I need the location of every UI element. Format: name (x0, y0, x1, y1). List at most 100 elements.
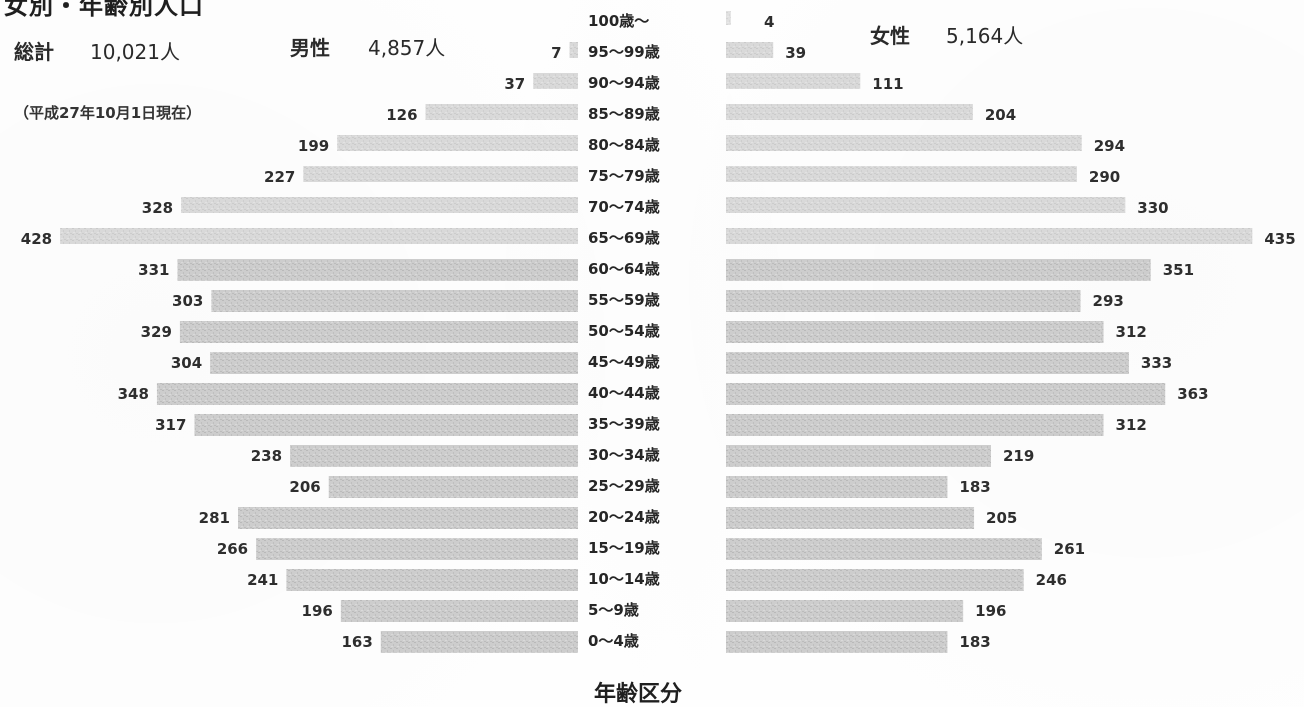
female-bar (726, 73, 861, 89)
female-value-label: 183 (959, 633, 990, 651)
female-bar (726, 166, 1077, 182)
female-value-label: 294 (1094, 137, 1125, 155)
age-category-label: 5～9歳 (588, 601, 639, 619)
age-category-label: 50～54歳 (588, 322, 660, 340)
female-value-label: 205 (986, 509, 1017, 527)
female-bar (726, 228, 1253, 244)
female-bar (726, 42, 774, 58)
female-bar (726, 321, 1104, 343)
male-value-label: 281 (199, 509, 230, 527)
male-value-label: 227 (264, 168, 295, 186)
female-value-label: 351 (1163, 261, 1194, 279)
age-category-label: 55～59歳 (588, 291, 660, 309)
male-bar (177, 259, 579, 281)
female-bar (726, 197, 1126, 213)
chart-title: 女別・年齢別人口 (4, 0, 204, 20)
male-value-label: 37 (504, 75, 525, 93)
female-bar (726, 135, 1082, 151)
female-value-label: 435 (1264, 230, 1295, 248)
age-category-label: 40～44歳 (588, 384, 660, 402)
value-labels-group: 4 7 39 37 111 126 204 199 294 227 290 328 330 428 435 3… (21, 13, 1296, 651)
female-bar (726, 414, 1104, 436)
male-bar (337, 135, 578, 151)
female-value-label: 246 (1036, 571, 1067, 589)
age-category-label: 30～34歳 (588, 446, 660, 464)
age-category-label: 85～89歳 (588, 105, 660, 123)
female-bar (726, 104, 973, 120)
age-category-label: 80～84歳 (588, 136, 660, 154)
male-value-label: 196 (302, 602, 333, 620)
male-total-value: 4,857人 (368, 36, 446, 60)
female-value-label: 333 (1141, 354, 1172, 372)
age-category-label: 10～14歳 (588, 570, 660, 588)
male-bar (328, 476, 578, 498)
male-value-label: 328 (142, 199, 173, 217)
age-category-label: 15～19歳 (588, 539, 660, 557)
male-bar (286, 569, 578, 591)
male-value-label: 266 (217, 540, 248, 558)
male-bar (237, 507, 579, 529)
age-category-label: 25～29歳 (588, 477, 660, 495)
female-value-label: 261 (1054, 540, 1085, 558)
female-value-label: 4 (764, 13, 774, 31)
male-bar (210, 352, 578, 374)
age-category-label: 60～64歳 (588, 260, 660, 278)
male-bar (194, 414, 578, 436)
age-category-label: 70～74歳 (588, 198, 660, 216)
male-bar (425, 104, 578, 120)
male-value-label: 126 (386, 106, 417, 124)
female-bar (726, 259, 1151, 281)
female-bar (726, 507, 975, 529)
age-category-label: 45～49歳 (588, 353, 660, 371)
male-value-label: 206 (289, 478, 320, 496)
female-value-label: 204 (985, 106, 1016, 124)
male-bar (256, 538, 578, 560)
female-bar (726, 600, 964, 622)
age-category-label: 35～39歳 (588, 415, 660, 433)
male-bar (569, 42, 578, 58)
total-value: 10,021人 (90, 40, 180, 64)
male-value-label: 199 (298, 137, 329, 155)
female-bar (726, 290, 1081, 312)
female-value-label: 312 (1116, 416, 1147, 434)
female-total-value: 5,164人 (946, 24, 1024, 48)
age-category-label: 75～79歳 (588, 167, 660, 185)
female-bar (726, 538, 1042, 560)
female-value-label: 183 (959, 478, 990, 496)
male-bar (211, 290, 578, 312)
male-bar (533, 73, 578, 89)
female-bars-group (726, 11, 1253, 653)
date-note: （平成27年10月1日現在） (14, 104, 202, 122)
male-value-label: 304 (171, 354, 202, 372)
age-category-label: 0～4歳 (588, 632, 639, 650)
male-bars-group (60, 42, 579, 653)
male-value-label: 303 (172, 292, 203, 310)
female-total-label: 女性 (870, 24, 910, 48)
age-labels-group: 100歳～ 95～99歳 90～94歳 85～89歳 80～84歳 75～79歳 70～74… (588, 12, 660, 650)
age-category-label: 65～69歳 (588, 229, 660, 247)
male-bar (179, 321, 578, 343)
total-label: 総計 (14, 40, 54, 64)
female-value-label: 111 (872, 75, 903, 93)
age-category-label: 90～94歳 (588, 74, 660, 92)
female-value-label: 363 (1177, 385, 1208, 403)
male-bar (156, 383, 579, 405)
male-value-label: 331 (138, 261, 169, 279)
female-bar (726, 631, 948, 653)
male-value-label: 163 (341, 633, 372, 651)
female-bar (726, 383, 1166, 405)
female-value-label: 196 (975, 602, 1006, 620)
male-bar (181, 197, 578, 213)
male-value-label: 428 (21, 230, 52, 248)
female-value-label: 219 (1003, 447, 1034, 465)
male-bar (380, 631, 578, 653)
male-value-label: 241 (247, 571, 278, 589)
female-bar (726, 445, 991, 467)
male-bar (60, 228, 579, 244)
male-value-label: 7 (551, 44, 561, 62)
female-bar (726, 11, 731, 25)
female-bar (726, 476, 948, 498)
female-value-label: 39 (785, 44, 806, 62)
age-category-label: 20～24歳 (588, 508, 660, 526)
